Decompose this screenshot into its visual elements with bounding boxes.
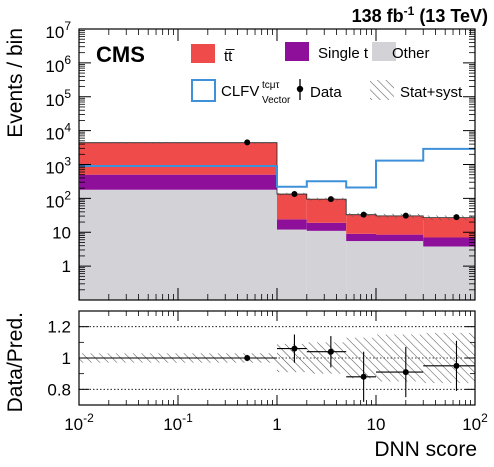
legend-swatch-unc (370, 80, 394, 100)
bar-other-bin-1 (277, 229, 307, 300)
bar-tt-bin-5 (423, 217, 475, 238)
y-tick-label-2: 102 (45, 188, 71, 211)
signal-histogram (79, 147, 475, 300)
x-tick-label-1: 10-1 (163, 411, 193, 434)
bar-other-bin-0 (79, 189, 277, 300)
y-tick-label-0: 1 (62, 257, 71, 276)
cms-label: CMS (96, 42, 145, 67)
ratio-point-0 (244, 355, 251, 361)
bar-single-t-bin-2 (306, 222, 347, 231)
bar-tt-bin-2 (306, 199, 347, 223)
bar-tt-bin-3 (346, 214, 376, 234)
data-point-2 (327, 196, 334, 203)
bar-other-bin-3 (346, 241, 376, 300)
legend-swatch-other (372, 42, 396, 61)
ratio-point-3 (360, 373, 367, 380)
data-points (244, 139, 460, 221)
legend-label-data: Data (310, 84, 342, 101)
y-tick-label-4: 104 (45, 121, 71, 144)
bar-tt-bin-0 (79, 142, 277, 175)
unc-band-bin-2 (306, 197, 347, 201)
ratio-point-5 (453, 362, 460, 369)
unc-band-bin-0 (79, 142, 277, 144)
data-point-0 (244, 139, 251, 146)
ratio-point-4 (402, 369, 409, 376)
bar-single-t-bin-1 (277, 219, 307, 230)
ratio-point-1 (291, 345, 298, 352)
ratio-unc-bin-4 (376, 334, 424, 382)
luminosity-label: 138 fb-1 (13 TeV) (352, 4, 488, 26)
legend-swatch-signal (191, 79, 216, 102)
x-axis-title: DNN score (374, 438, 477, 461)
ratio-unc-bin-2 (306, 342, 347, 374)
signal-line (79, 147, 475, 300)
x-tick-label-4: 102 (462, 411, 488, 434)
bar-single-t-bin-4 (376, 234, 424, 242)
legend-label-signal: CLFV (221, 83, 259, 100)
ratio-point-2 (327, 348, 334, 355)
data-point-3 (360, 211, 367, 218)
legend-label-ttbar: tt̅ (224, 48, 235, 65)
main-y-axis-title: Events / bin (4, 28, 27, 138)
y-tick-label-6: 106 (45, 53, 71, 76)
bar-tt-bin-4 (376, 215, 424, 235)
x-tick-label-0: 10-2 (64, 411, 94, 434)
legend: tt̅ Single t Other CLFV tcμτ Vector Data… (191, 42, 463, 106)
main-axis-ticks: 1 10 102 103 104 105 106 107 (45, 19, 476, 300)
y-tick-label-3: 103 (45, 155, 71, 178)
ratio-y-tick-label-2: 1.2 (47, 318, 71, 337)
bar-tt-bin-1 (277, 194, 307, 220)
data-point-5 (453, 214, 460, 221)
unc-band-bin-4 (376, 213, 424, 219)
legend-label-signal-sub: Vector (262, 95, 291, 106)
stacked-histogram (79, 142, 475, 300)
unc-band-bin-5 (423, 215, 475, 221)
y-tick-label-1: 10 (52, 223, 71, 242)
bar-single-t-bin-3 (346, 233, 376, 242)
legend-swatch-ttbar (191, 44, 215, 63)
legend-marker-data (296, 85, 304, 93)
ratio-points (79, 334, 475, 402)
x-tick-label-2: 1 (272, 415, 281, 434)
ratio-y-tick-label-1: 1 (62, 349, 71, 368)
legend-label-other: Other (392, 45, 430, 62)
legend-label-unc: Stat+syst (400, 84, 463, 101)
y-tick-label-7: 107 (45, 19, 71, 42)
legend-label-single-t: Single t (318, 45, 369, 62)
legend-swatch-single-t (285, 42, 309, 61)
bar-single-t-bin-0 (79, 174, 277, 190)
data-point-1 (291, 190, 298, 197)
x-tick-labels: 10-2 10-1 1 10 102 (64, 411, 488, 434)
ratio-y-tick-label-0: 0.8 (47, 380, 71, 399)
bar-other-bin-2 (306, 230, 347, 300)
bar-other-bin-4 (376, 241, 424, 300)
bar-single-t-bin-5 (423, 237, 475, 247)
ratio-axis-ticks: 0.8 1 1.2 (47, 311, 476, 405)
bar-other-bin-5 (423, 246, 475, 300)
ratio-y-axis-title: Data/Pred. (4, 312, 27, 412)
data-point-4 (402, 212, 409, 219)
legend-label-signal-sup: tcμτ (262, 80, 280, 91)
y-tick-label-5: 105 (45, 87, 71, 110)
x-tick-label-3: 10 (367, 415, 386, 434)
ratio-unc-bin-3 (346, 337, 376, 379)
